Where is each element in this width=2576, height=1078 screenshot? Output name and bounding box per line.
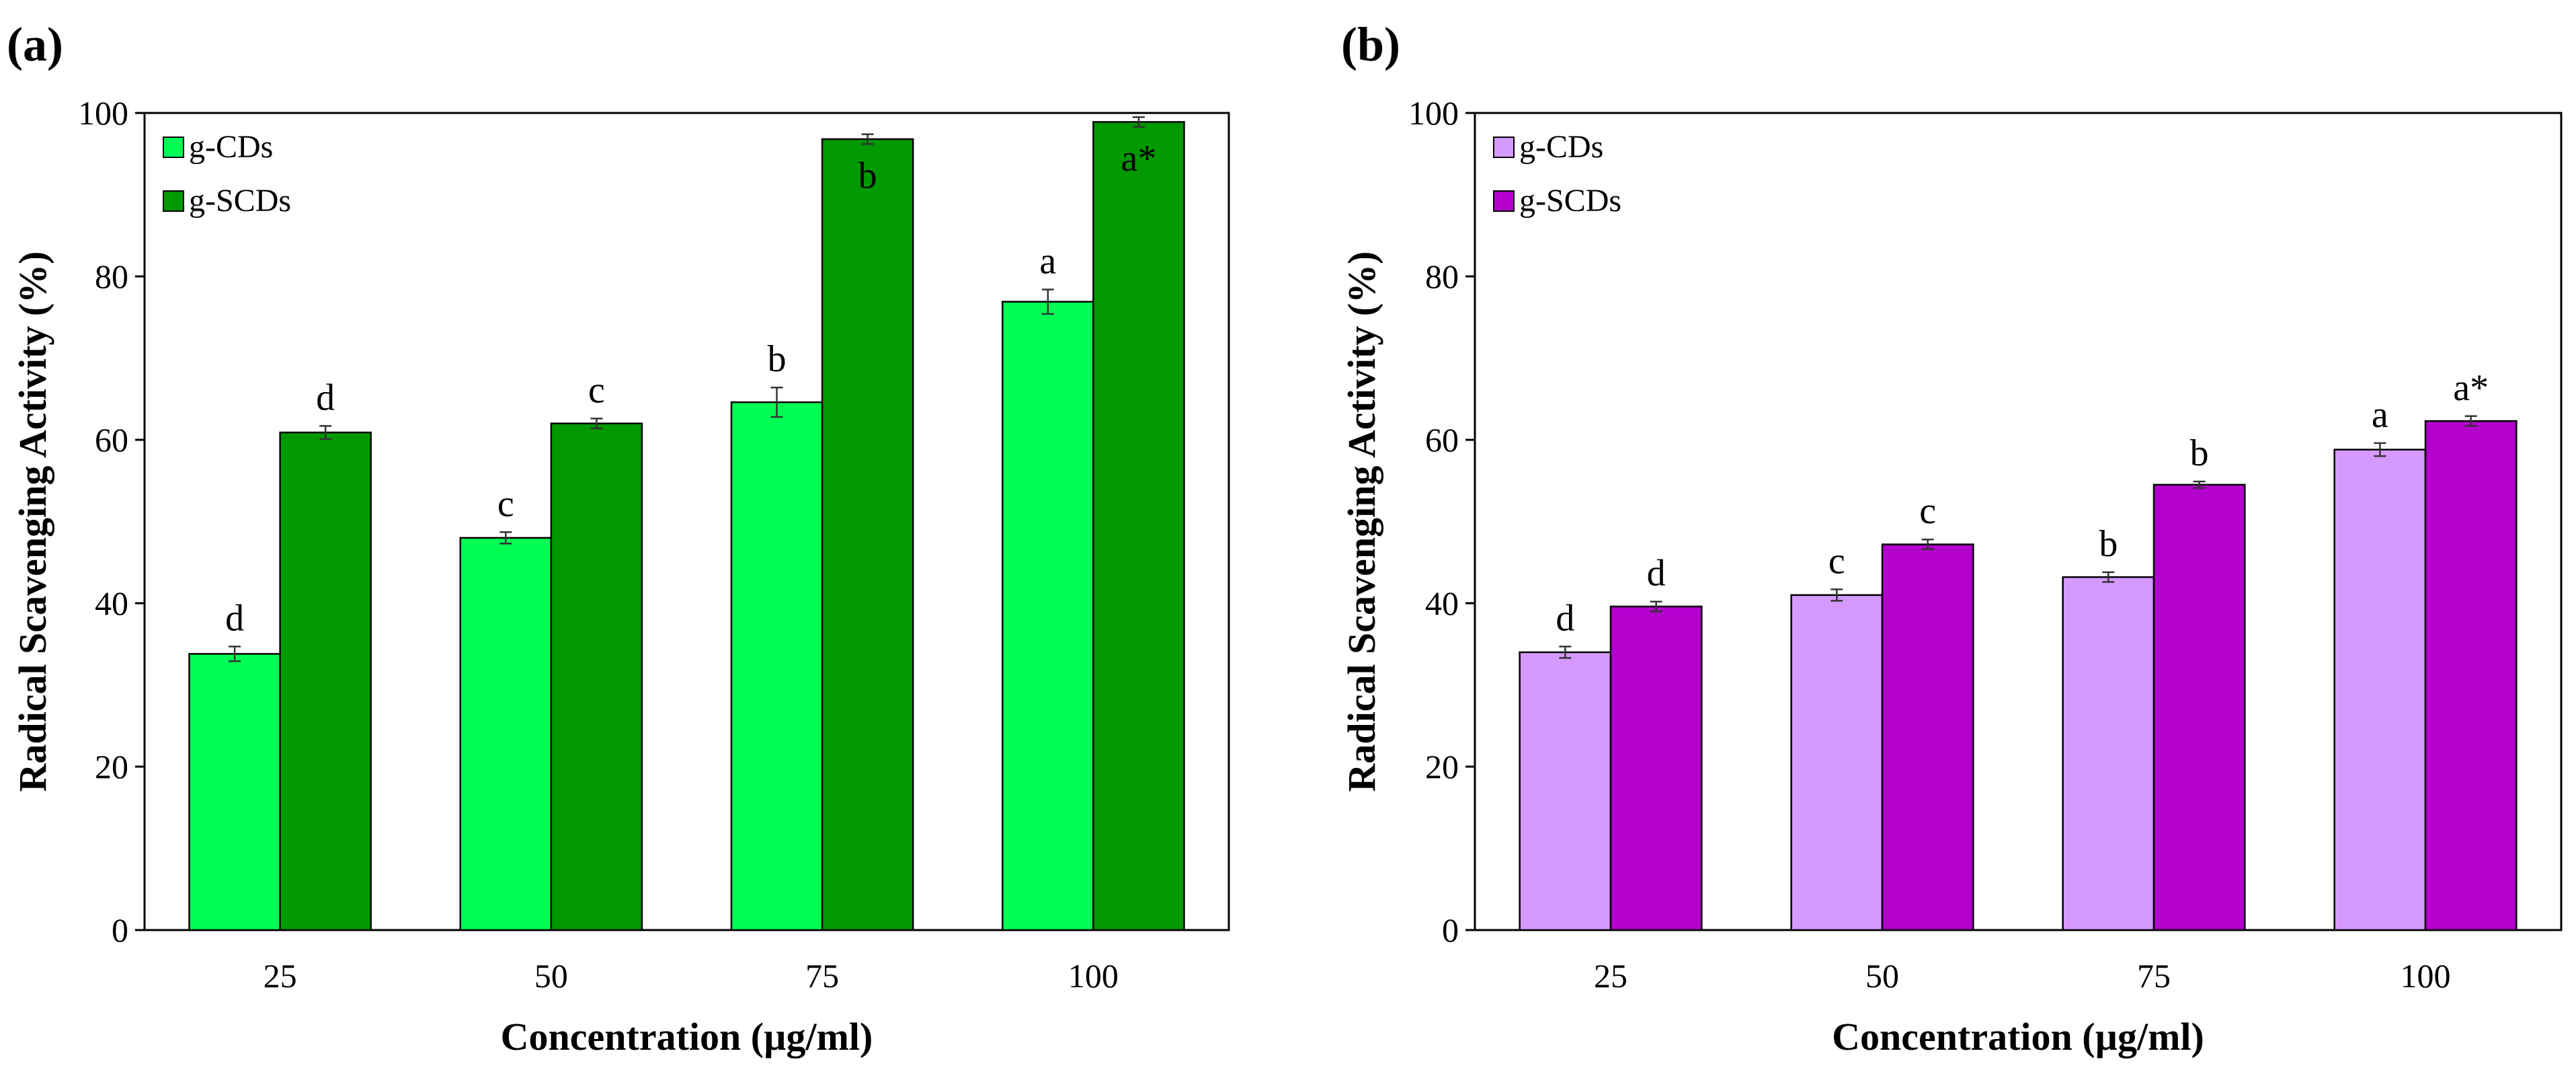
x-tick-label: 50 — [1865, 957, 1899, 995]
chart-b: 0 20 40 60 80 100 25 50 75 100 d c b a d c b a* g-CDs g-SCD… — [1340, 94, 2563, 1058]
legend-swatch — [163, 190, 184, 212]
significance-label: c — [1828, 540, 1845, 582]
bar — [2333, 449, 2427, 931]
y-tick-label: 60 — [1425, 421, 1459, 459]
legend-label: g-CDs — [1519, 129, 1603, 165]
bar — [550, 422, 643, 931]
bar — [2152, 484, 2246, 931]
bar — [459, 537, 553, 931]
significance-label: d — [225, 597, 244, 639]
bar — [2424, 420, 2518, 931]
bar — [821, 138, 914, 931]
significance-label: c — [1919, 490, 1936, 532]
bar — [188, 653, 281, 931]
significance-label: b — [2099, 523, 2118, 565]
x-tick-label: 100 — [2401, 957, 2451, 995]
significance-label: a* — [2453, 367, 2489, 409]
y-tick-label: 100 — [78, 94, 128, 132]
legend-swatch — [1493, 190, 1515, 212]
bar — [730, 401, 823, 931]
bar — [1790, 594, 1884, 931]
x-tick-label: 25 — [1594, 957, 1627, 995]
legend-swatch — [163, 137, 184, 158]
y-axis-title: Radical Scavenging Activity (%) — [11, 252, 54, 792]
x-tick-label: 25 — [264, 957, 297, 995]
bar — [1002, 301, 1094, 931]
y-tick-label: 20 — [1425, 748, 1459, 785]
bar — [279, 431, 372, 931]
legend-label: g-CDs — [189, 129, 273, 165]
y-tick-label: 20 — [95, 748, 128, 785]
significance-label: b — [858, 155, 877, 197]
bar — [1092, 121, 1185, 931]
significance-label: d — [1647, 553, 1666, 594]
significance-label: a* — [1121, 138, 1156, 180]
significance-label: a — [2372, 394, 2388, 436]
plot-frame — [1474, 112, 2563, 931]
y-tick-label: 100 — [1408, 94, 1459, 132]
x-axis-title: Concentration (µg/ml) — [1832, 1015, 2204, 1058]
x-tick-label: 100 — [1068, 957, 1119, 995]
bar — [2062, 576, 2155, 931]
y-tick-label: 60 — [95, 421, 128, 459]
x-tick-label: 50 — [534, 957, 568, 995]
x-tick-label: 75 — [805, 957, 839, 995]
legend-swatch — [1493, 137, 1515, 158]
plot-frame — [143, 112, 1230, 931]
y-axis-title: Radical Scavenging Activity (%) — [1340, 252, 1383, 792]
bar — [1881, 543, 1974, 931]
legend-label: g-SCDs — [1519, 183, 1621, 219]
bar — [1519, 651, 1612, 931]
panel-label-b: (b) — [1341, 17, 1400, 71]
y-tick-label: 80 — [95, 258, 128, 295]
significance-label: c — [497, 483, 514, 525]
x-tick-label: 75 — [2137, 957, 2171, 995]
x-axis-title: Concentration (µg/ml) — [501, 1015, 873, 1058]
y-tick-label: 40 — [95, 584, 128, 622]
significance-label: d — [316, 377, 335, 418]
y-tick-label: 40 — [1425, 584, 1459, 622]
y-tick-label: 80 — [1425, 258, 1459, 295]
bar — [1609, 605, 1703, 931]
significance-label: b — [768, 338, 787, 380]
significance-label: c — [588, 369, 605, 411]
legend-label: g-SCDs — [189, 183, 291, 219]
y-tick-label: 0 — [1442, 911, 1459, 949]
chart-a: 0 20 40 60 80 100 25 50 75 100 d c b a d c b a* g-CDs g-SCD… — [11, 94, 1230, 1058]
significance-label: a — [1039, 240, 1056, 282]
significance-label: b — [2190, 432, 2209, 474]
panel-label-a: (a) — [7, 17, 63, 71]
significance-label: d — [1556, 597, 1574, 639]
y-tick-label: 0 — [112, 911, 128, 949]
